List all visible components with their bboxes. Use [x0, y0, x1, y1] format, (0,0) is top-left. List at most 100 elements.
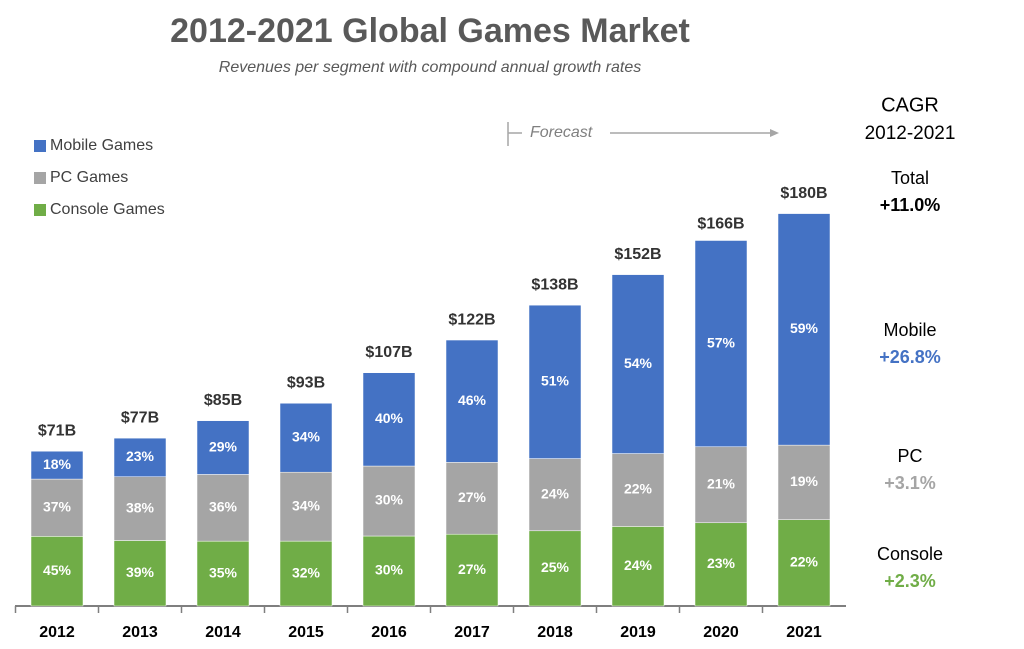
segment-label: 57% — [707, 334, 736, 350]
x-tick-label: 2020 — [703, 624, 739, 641]
bar-segment — [196, 474, 250, 542]
legend-label: Mobile Games — [50, 137, 153, 154]
bar-segment — [113, 540, 167, 607]
segment-label: 19% — [790, 473, 819, 489]
x-tick-label: 2012 — [39, 624, 75, 641]
chart-title: 2012-2021 Global Games Market — [170, 12, 690, 50]
total-label: $107B — [365, 344, 412, 361]
x-tick-label: 2014 — [205, 624, 241, 641]
cagr-label: Console — [877, 544, 943, 564]
segment-label: 22% — [624, 481, 653, 497]
segment-label: 27% — [458, 561, 487, 577]
segment-label: 25% — [541, 559, 570, 575]
segment-label: 30% — [375, 562, 404, 578]
bar-segment — [113, 437, 167, 477]
bar-segment — [694, 240, 748, 448]
segment-label: 34% — [292, 497, 321, 513]
total-label: $152B — [614, 246, 661, 263]
legend-swatch — [34, 140, 46, 152]
cagr-label: Mobile — [883, 320, 936, 340]
segment-label: 27% — [458, 489, 487, 505]
bar-segment — [279, 540, 333, 607]
bar-segment — [445, 462, 499, 535]
segment-label: 59% — [790, 320, 819, 336]
bar-segment — [777, 213, 831, 446]
x-tick-label: 2018 — [537, 624, 573, 641]
cagr-value: +11.0% — [880, 195, 941, 215]
segment-label: 29% — [209, 438, 238, 454]
segment-label: 24% — [541, 485, 570, 501]
legend-label: Console Games — [50, 201, 165, 218]
bar-segment — [196, 420, 250, 475]
bar-segment — [30, 536, 84, 607]
segment-label: 23% — [126, 448, 155, 464]
cagr-title: CAGR — [881, 94, 939, 116]
forecast-label: Forecast — [530, 124, 593, 141]
legend-label: PC Games — [50, 169, 128, 186]
segment-label: 30% — [375, 492, 404, 508]
bar-segment — [113, 476, 167, 541]
x-tick-label: 2017 — [454, 624, 490, 641]
bar-segment — [528, 530, 582, 607]
bar-segment — [611, 274, 665, 454]
chart-subtitle: Revenues per segment with compound annua… — [219, 59, 641, 76]
segment-label: 39% — [126, 564, 155, 580]
bar-segment — [445, 339, 499, 463]
total-label: $180B — [780, 185, 827, 202]
segment-label: 35% — [209, 564, 238, 580]
total-label: $166B — [697, 215, 744, 232]
segment-label: 18% — [43, 456, 72, 472]
bar-segment — [30, 478, 84, 537]
bar-segment — [611, 453, 665, 527]
x-tick-label: 2015 — [288, 624, 324, 641]
bar-segment — [694, 522, 748, 607]
segment-label: 24% — [624, 557, 653, 573]
segment-label: 36% — [209, 498, 238, 514]
bar-segment — [362, 535, 416, 607]
legend-swatch — [34, 172, 46, 184]
segment-label: 37% — [43, 498, 72, 514]
bar-segment — [694, 446, 748, 524]
cagr-period: 2012-2021 — [865, 123, 956, 144]
x-tick-label: 2013 — [122, 624, 158, 641]
total-label: $93B — [287, 374, 325, 391]
total-label: $71B — [38, 422, 76, 439]
x-tick-label: 2016 — [371, 624, 407, 641]
segment-label: 23% — [707, 555, 736, 571]
total-label: $85B — [204, 392, 242, 409]
bar-segment — [777, 519, 831, 607]
segment-label: 22% — [790, 554, 819, 570]
segment-label: 21% — [707, 475, 736, 491]
total-label: $138B — [531, 276, 578, 293]
segment-label: 34% — [292, 428, 321, 444]
bar-segment — [30, 450, 84, 480]
total-label: $77B — [121, 409, 159, 426]
segment-label: 40% — [375, 410, 404, 426]
total-label: $122B — [448, 311, 495, 328]
forecast-arrow: Forecast — [507, 122, 779, 146]
bar-segment — [611, 526, 665, 607]
cagr-label: PC — [897, 446, 922, 466]
bar-segment — [279, 403, 333, 473]
bar-segment — [445, 533, 499, 607]
forecast-arrowhead — [770, 129, 779, 137]
bar-segment — [528, 458, 582, 532]
segment-label: 46% — [458, 392, 487, 408]
bar-segment — [777, 444, 831, 520]
cagr-label: Total — [891, 168, 929, 188]
legend-swatch — [34, 204, 46, 216]
x-tick-label: 2019 — [620, 624, 656, 641]
cagr-value: +2.3% — [884, 571, 936, 591]
segment-label: 54% — [624, 355, 653, 371]
bar-segment — [362, 372, 416, 467]
cagr-value: +26.8% — [879, 347, 941, 367]
bar-segment — [528, 304, 582, 459]
cagr-value: +3.1% — [884, 473, 936, 493]
segment-label: 32% — [292, 564, 321, 580]
segment-label: 51% — [541, 373, 570, 389]
segment-label: 45% — [43, 562, 72, 578]
x-tick-label: 2021 — [786, 624, 822, 641]
segment-label: 38% — [126, 499, 155, 515]
